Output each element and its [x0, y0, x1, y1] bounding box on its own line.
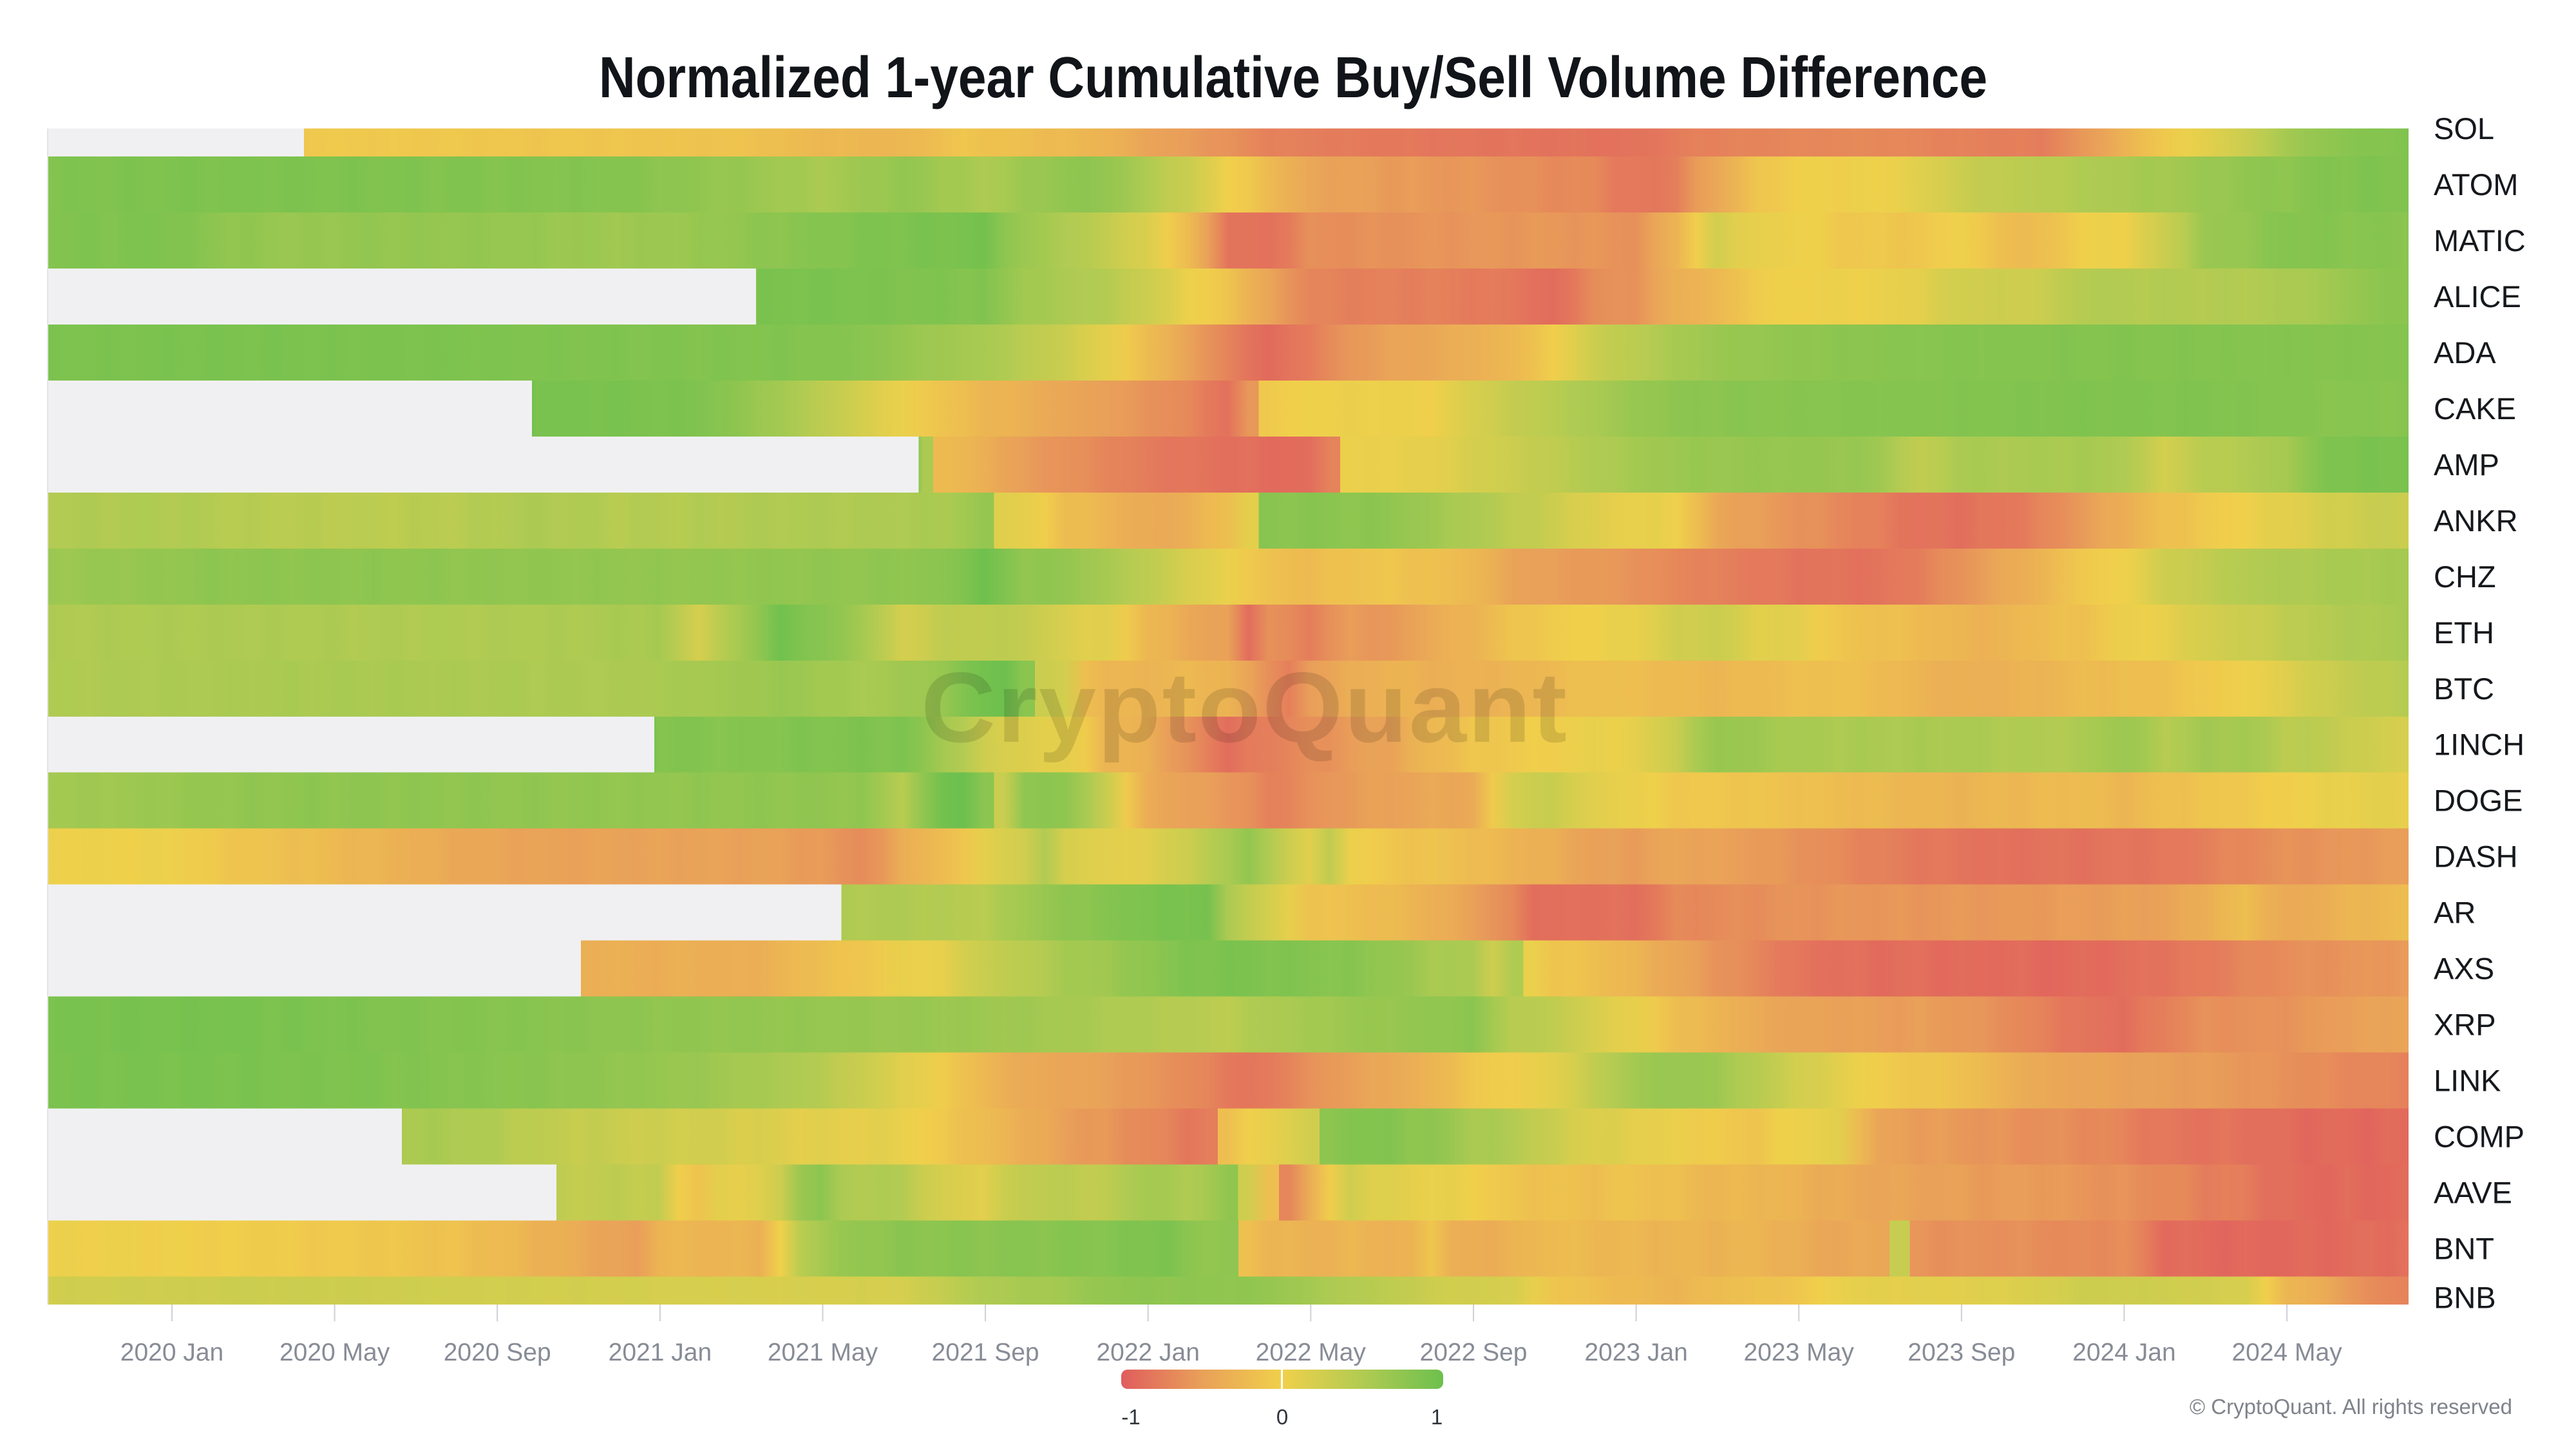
svg-text:CAKE: CAKE	[2434, 391, 2516, 426]
svg-text:© CryptoQuant. All rights rese: © CryptoQuant. All rights reserved	[2190, 1395, 2512, 1419]
svg-text:2022 Jan: 2022 Jan	[1096, 1339, 1199, 1366]
svg-text:DASH: DASH	[2434, 840, 2518, 874]
svg-text:2022 May: 2022 May	[1256, 1339, 1367, 1366]
svg-text:COMP: COMP	[2434, 1120, 2524, 1154]
svg-text:BTC: BTC	[2434, 672, 2494, 706]
svg-text:0: 0	[1276, 1405, 1288, 1429]
svg-text:CHZ: CHZ	[2434, 560, 2496, 594]
svg-text:Normalized 1-year Cumulative B: Normalized 1-year Cumulative Buy/Sell Vo…	[599, 46, 1987, 110]
svg-text:2024 May: 2024 May	[2231, 1339, 2342, 1366]
svg-text:CryptoQuant: CryptoQuant	[921, 652, 1568, 763]
svg-text:BNT: BNT	[2434, 1232, 2494, 1266]
svg-text:2022 Sep: 2022 Sep	[1420, 1339, 1528, 1366]
svg-text:2023 May: 2023 May	[1744, 1339, 1855, 1366]
svg-text:XRP: XRP	[2434, 1008, 2496, 1042]
svg-text:2020 Sep: 2020 Sep	[444, 1339, 551, 1366]
svg-text:AMP: AMP	[2434, 448, 2499, 482]
svg-text:2023 Sep: 2023 Sep	[1908, 1339, 2015, 1366]
svg-text:-1: -1	[1121, 1405, 1140, 1429]
svg-text:2020 May: 2020 May	[279, 1339, 390, 1366]
svg-text:1: 1	[1431, 1405, 1443, 1429]
svg-text:AAVE: AAVE	[2434, 1176, 2512, 1210]
svg-text:2021 Jan: 2021 Jan	[609, 1339, 712, 1366]
svg-text:AXS: AXS	[2434, 952, 2494, 986]
svg-text:2020 Jan: 2020 Jan	[120, 1339, 223, 1366]
svg-text:SOL: SOL	[2434, 111, 2494, 146]
svg-text:ALICE: ALICE	[2434, 279, 2521, 314]
svg-text:2024 Jan: 2024 Jan	[2072, 1339, 2175, 1366]
svg-text:ETH: ETH	[2434, 616, 2494, 650]
svg-text:2021 May: 2021 May	[768, 1339, 878, 1366]
svg-text:AR: AR	[2434, 896, 2476, 930]
svg-text:BNB: BNB	[2434, 1281, 2496, 1315]
svg-text:ATOM: ATOM	[2434, 167, 2518, 202]
svg-text:MATIC: MATIC	[2434, 223, 2526, 258]
svg-text:DOGE: DOGE	[2434, 784, 2523, 818]
svg-text:ADA: ADA	[2434, 335, 2496, 370]
svg-text:2023 Jan: 2023 Jan	[1584, 1339, 1687, 1366]
svg-text:1INCH: 1INCH	[2434, 728, 2524, 762]
svg-text:2021 Sep: 2021 Sep	[932, 1339, 1039, 1366]
svg-text:LINK: LINK	[2434, 1064, 2501, 1098]
svg-text:ANKR: ANKR	[2434, 504, 2518, 538]
